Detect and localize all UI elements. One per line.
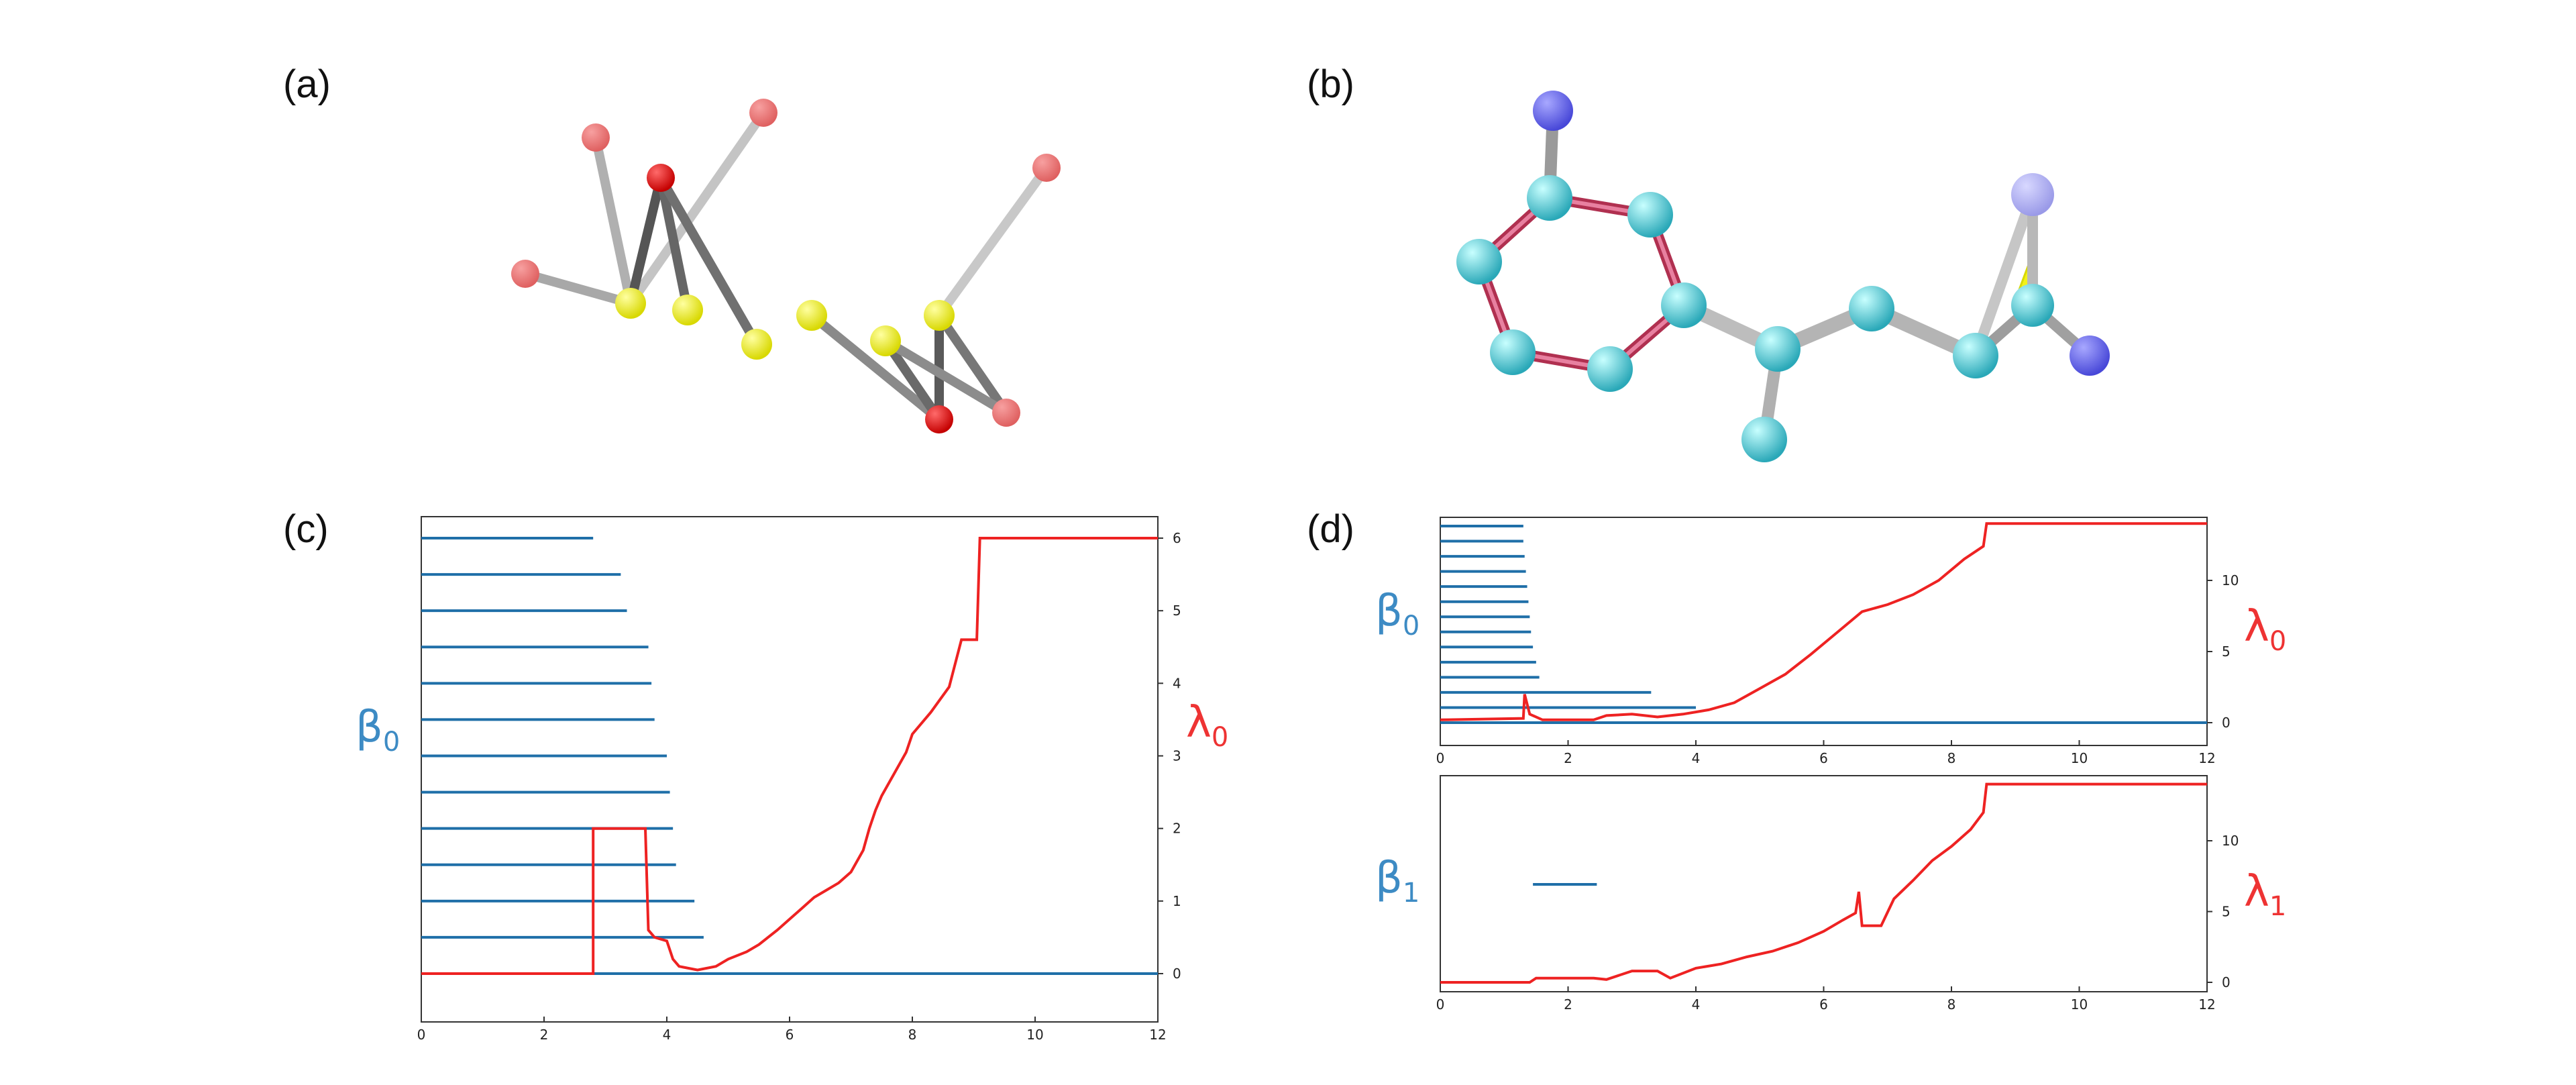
y2-tick-label: 2 <box>1173 821 1181 837</box>
lambda-curve <box>1440 522 2207 721</box>
y2-tick-label: 0 <box>2222 715 2231 731</box>
y2-tick-label: 4 <box>1173 675 1181 691</box>
y2-tick-label: 6 <box>1173 530 1181 546</box>
lambda-curve <box>421 537 1158 975</box>
x-tick-label: 6 <box>1819 750 1828 766</box>
d-bottom-beta1-label: β1 <box>1375 854 1419 909</box>
x-tick-label: 0 <box>417 1027 426 1043</box>
c-lambda0-label: λ0 <box>1186 698 1228 753</box>
y2-tick-label: 3 <box>1173 748 1181 764</box>
y2-tick-label: 10 <box>2222 833 2239 849</box>
x-tick-label: 4 <box>1692 750 1701 766</box>
y2-tick-label: 5 <box>2222 904 2231 920</box>
y2-tick-label: 10 <box>2222 572 2239 588</box>
plot-frame <box>421 516 1159 1023</box>
panel-d-label: (d) <box>1307 507 1354 551</box>
x-tick-label: 8 <box>1947 750 1956 766</box>
x-tick-label: 8 <box>908 1027 917 1043</box>
plot-frame <box>1440 517 2208 746</box>
panel-b-label: (b) <box>1307 62 1354 106</box>
y2-tick-label: 0 <box>2222 974 2231 990</box>
x-tick-label: 2 <box>1564 996 1572 1013</box>
panel-a-label: (a) <box>283 62 331 106</box>
x-tick-label: 8 <box>1947 996 1956 1013</box>
x-tick-label: 2 <box>1564 750 1572 766</box>
y2-tick-label: 5 <box>2222 643 2231 660</box>
panel-c-label: (c) <box>283 507 329 551</box>
x-tick-label: 4 <box>663 1027 672 1043</box>
x-tick-label: 0 <box>1436 996 1445 1013</box>
x-tick-label: 6 <box>1819 996 1828 1013</box>
x-tick-label: 10 <box>1026 1027 1043 1043</box>
y2-tick-label: 1 <box>1173 893 1181 909</box>
y2-tick-label: 0 <box>1173 966 1181 982</box>
d-top-lambda0-label: λ0 <box>2244 602 2286 657</box>
panel-b-molecule <box>1456 91 2110 462</box>
x-tick-label: 12 <box>1149 1027 1166 1043</box>
lambda-curve <box>1440 782 2207 984</box>
chart-d-top: 0 2 4 6 8 10 12 0 5 10 <box>1436 517 2239 766</box>
x-tick-label: 12 <box>2198 996 2215 1013</box>
chart-d-bottom: 0 2 4 6 8 10 12 0 5 10 <box>1436 775 2239 1013</box>
y2-tick-label: 5 <box>1173 603 1181 619</box>
d-top-beta0-label: β0 <box>1375 586 1419 641</box>
c-beta0-label: β0 <box>356 703 400 758</box>
x-tick-label: 12 <box>2198 750 2215 766</box>
x-tick-label: 0 <box>1436 750 1445 766</box>
d-bottom-lambda1-label: λ1 <box>2244 867 2286 922</box>
x-tick-label: 10 <box>2071 750 2088 766</box>
x-tick-label: 6 <box>786 1027 794 1043</box>
panel-a-molecule <box>511 99 1061 433</box>
x-tick-label: 2 <box>540 1027 549 1043</box>
x-tick-label: 10 <box>2071 996 2088 1013</box>
x-tick-label: 4 <box>1692 996 1701 1013</box>
